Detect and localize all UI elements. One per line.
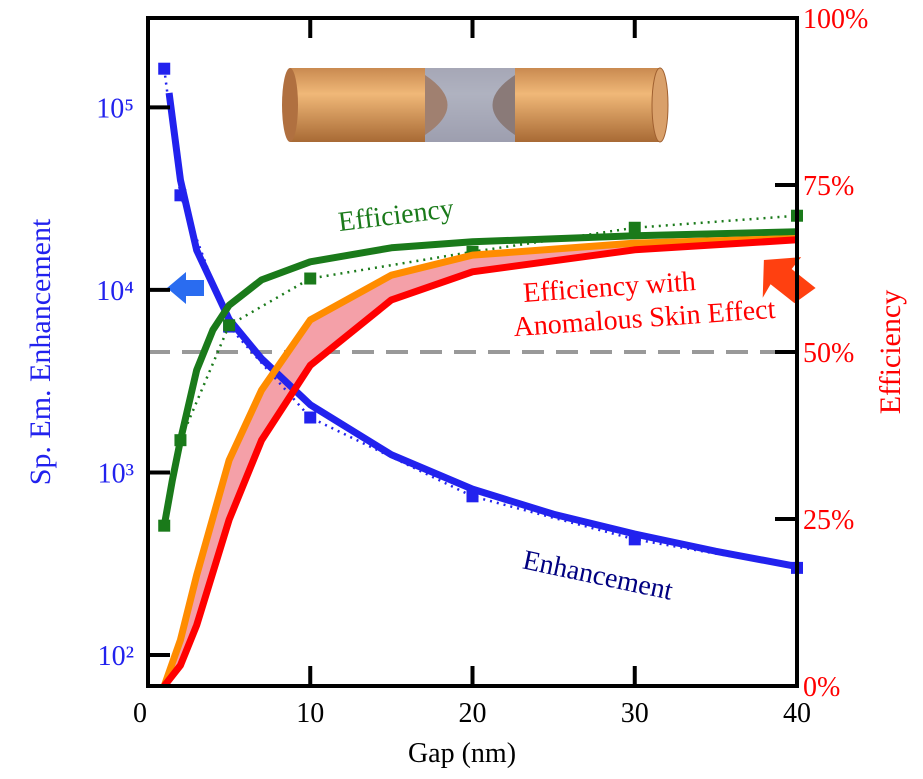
y2-tick-label: 100%: [803, 4, 868, 35]
annotation: Enhancement: [520, 545, 676, 607]
y2-tick-label: 25%: [803, 505, 854, 536]
series-line: [160, 228, 798, 527]
right-arrow: [762, 257, 816, 304]
x-axis-label: Gap (nm): [408, 738, 516, 769]
marker: [158, 62, 171, 75]
y2-axis-label: Efficiency: [874, 290, 907, 414]
y2-tick-label: 75%: [803, 171, 854, 202]
x-tick-label: 40: [783, 698, 811, 729]
annotation: Efficiency: [336, 193, 455, 238]
series-line: [161, 236, 798, 689]
x-tick-label: 30: [621, 698, 649, 729]
series-line: [160, 234, 798, 688]
y-tick-label: 10³: [98, 458, 134, 489]
band: [164, 238, 798, 686]
y-tick-label: 10⁴: [96, 276, 134, 307]
marker: [304, 272, 317, 285]
left-arrow: [167, 272, 204, 304]
marker: [223, 319, 236, 332]
marker: [304, 411, 317, 424]
y-tick-label: 10²: [98, 641, 134, 672]
x-tick-label: 10: [296, 698, 324, 729]
x-tick-label: 0: [133, 698, 147, 729]
y2-tick-label: 50%: [803, 338, 854, 369]
y-axis-label: Sp. Em. Enhancement: [24, 218, 57, 485]
y-tick-label: 10⁵: [96, 93, 134, 124]
x-tick-label: 20: [459, 698, 487, 729]
nanorod-illustration: [282, 67, 669, 143]
series-line: [165, 92, 798, 571]
y2-tick-label: 0%: [803, 672, 840, 703]
marker: [628, 221, 641, 234]
